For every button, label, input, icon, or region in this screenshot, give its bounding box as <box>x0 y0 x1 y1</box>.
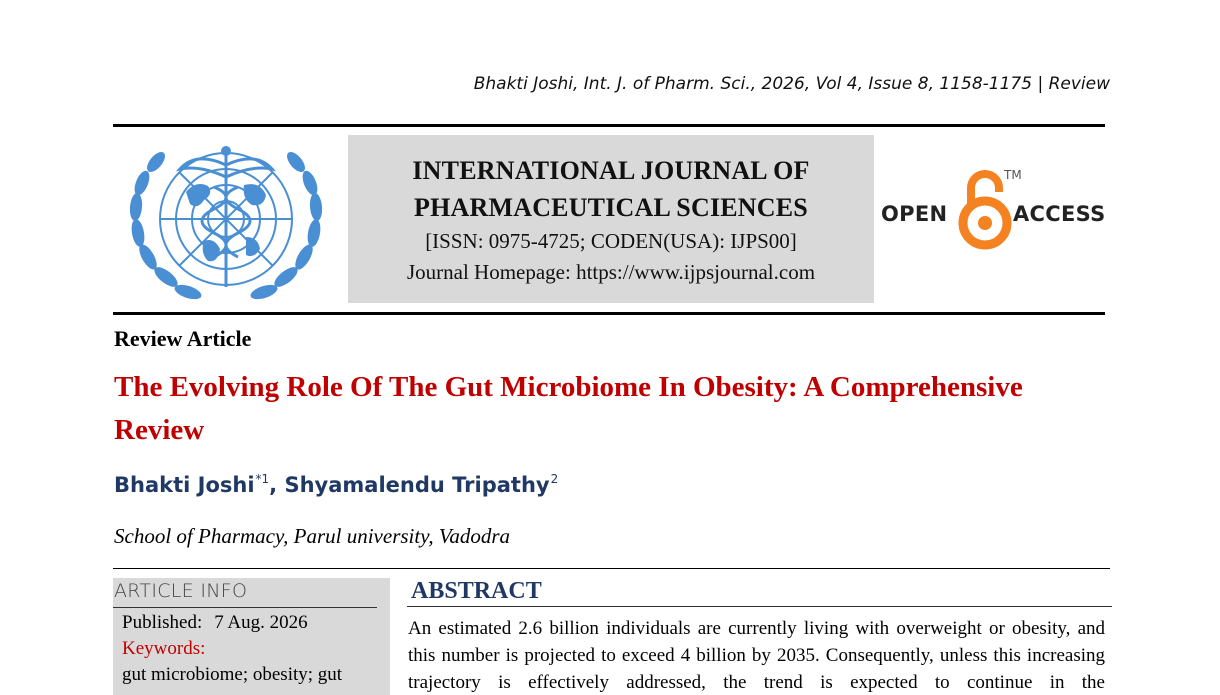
journal-title-line1: INTERNATIONAL JOURNAL OF <box>412 156 810 185</box>
journal-emblem-icon <box>129 146 323 300</box>
keywords-text: gut microbiome; obesity; gut <box>122 664 343 685</box>
article-title: The Evolving Role Of The Gut Microbiome … <box>114 371 1023 446</box>
abstract-rule <box>407 606 1112 607</box>
journal-issn: [ISSN: 0975-4725; CODEN(USA): IJPS00] <box>425 229 797 253</box>
published-label: Published: <box>122 612 203 633</box>
header-top-rule <box>113 124 1105 127</box>
journal-homepage: Journal Homepage: https://www.ijpsjourna… <box>406 260 816 284</box>
running-header: Bhakti Joshi, Int. J. of Pharm. Sci., 20… <box>473 74 1110 94</box>
author-affiliation-mark: 2 <box>550 472 559 486</box>
author-affiliation-mark: *1 <box>255 472 270 486</box>
journal-title-line2: PHARMACEUTICAL SCIENCES <box>414 193 808 222</box>
open-lock-icon <box>958 170 1012 250</box>
article-type: Review Article <box>114 326 252 351</box>
keywords-label: Keywords: <box>122 638 206 659</box>
affiliation: School of Pharmacy, Parul university, Va… <box>114 524 511 548</box>
author-name: Bhakti Joshi <box>114 473 255 497</box>
published-line: Published: 7 Aug. 2026 <box>122 612 308 634</box>
open-access-logo: OPEN TM ACCESS <box>880 166 1110 250</box>
author-separator: , <box>269 473 285 497</box>
author-name: Shyamalendu Tripathy <box>284 473 550 497</box>
journal-masthead: INTERNATIONAL JOURNAL OF PHARMACEUTICAL … <box>348 135 874 303</box>
section-divider <box>113 568 1110 569</box>
article-info-rule <box>113 607 377 608</box>
open-access-tm: TM <box>1004 168 1022 182</box>
abstract-text: An estimated 2.6 billion individuals are… <box>408 618 1105 693</box>
author-list: Bhakti Joshi*1, Shyamalendu Tripathy2 <box>114 472 558 497</box>
abstract-heading: ABSTRACT <box>411 578 542 604</box>
header-bottom-rule <box>113 312 1105 315</box>
open-access-open-text: OPEN <box>881 202 948 226</box>
article-info-heading: ARTICLE INFO <box>114 580 248 602</box>
published-date: 7 Aug. 2026 <box>214 612 308 633</box>
article-info-panel: ARTICLE INFO Published: 7 Aug. 2026 Keywo… <box>113 578 390 695</box>
open-access-access-text: ACCESS <box>1013 202 1106 226</box>
